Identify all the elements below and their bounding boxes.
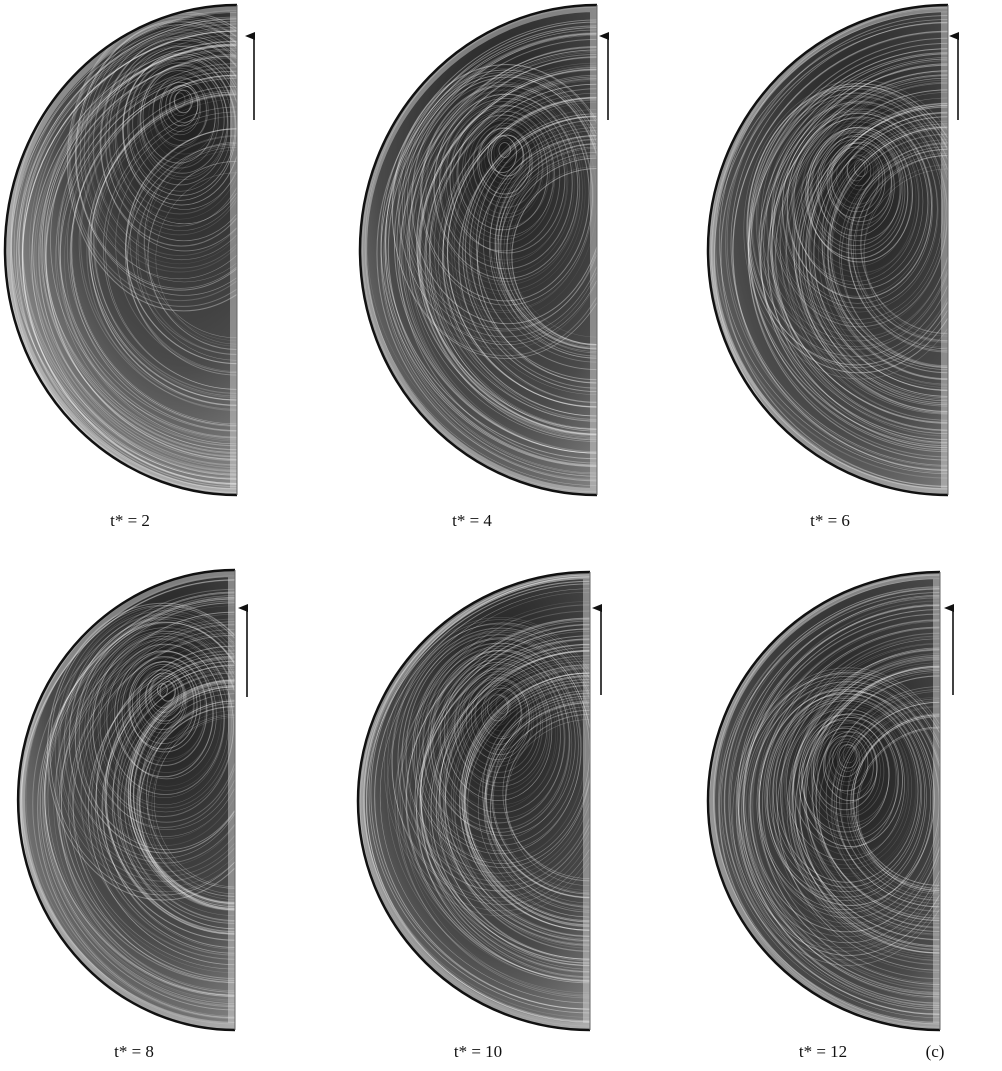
panel-label: t* = 12 [799, 1042, 847, 1061]
panel-label: t* = 4 [452, 511, 492, 530]
figure: (c) t* = 2 t* = 4 t* = 6 t* = 8 t* = 10 t* = … [0, 0, 1002, 1071]
page: {"figure": { "panels": [ {"label": "t* =… [0, 0, 1002, 1071]
flow-panel: t* = 12 [708, 572, 1002, 1061]
panel-label: t* = 2 [110, 511, 150, 530]
panel-tag: (c) [926, 1042, 945, 1061]
flow-panel: t* = 6 [708, 1, 1002, 529]
panel-label: t* = 8 [114, 1042, 154, 1061]
panel-label: t* = 6 [810, 511, 850, 530]
panel-label: t* = 10 [454, 1042, 502, 1061]
